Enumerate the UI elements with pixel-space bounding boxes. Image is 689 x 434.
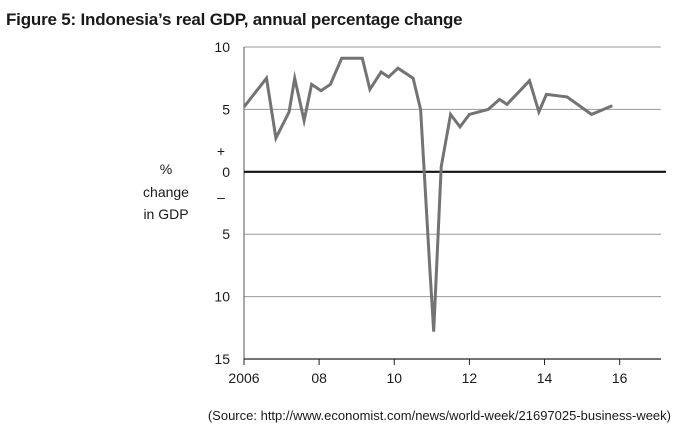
data-point-11 (369, 88, 371, 90)
data-point-23 (487, 108, 489, 110)
gdp-series-line-0 (242, 56, 613, 332)
y-tick-label-5: 15 (214, 351, 230, 367)
data-point-12 (380, 71, 382, 73)
minus-sign: – (217, 189, 225, 205)
data-point-19 (440, 166, 442, 168)
data-point-2 (275, 137, 277, 139)
data-point-22 (468, 113, 470, 115)
data-point-28 (545, 93, 547, 95)
data-point-16 (420, 108, 422, 110)
data-point-14 (397, 67, 399, 69)
grid-layer (244, 46, 661, 360)
data-point-9 (341, 57, 343, 59)
x-tick-label-0: 2006 (228, 370, 259, 386)
y-axis-label-line-2: change (143, 184, 189, 200)
data-point-24 (499, 98, 500, 100)
data-point-3 (288, 111, 290, 113)
data-point-21 (459, 126, 461, 128)
label-layer: 2006 08 10 12 14 16 10 5 0 5 10 15 + – (214, 39, 627, 386)
y-tick-label-4: 10 (214, 289, 230, 305)
y-axis-label-line-3: in GDP (143, 206, 189, 222)
data-point-29 (566, 96, 568, 98)
data-point-15 (412, 77, 414, 79)
y-tick-label-3: 5 (222, 226, 230, 242)
data-point-26 (529, 80, 530, 82)
x-tick-label-2: 10 (386, 370, 402, 386)
plus-sign: + (217, 143, 225, 159)
data-point-6 (311, 83, 313, 85)
line-layer (242, 56, 613, 332)
x-tick-label-1: 08 (311, 370, 327, 386)
data-point-4 (294, 77, 296, 79)
data-point-8 (329, 83, 331, 85)
data-point-30 (591, 113, 592, 115)
axis-layer (243, 47, 666, 365)
y-tick-label-0: 10 (214, 39, 230, 55)
data-point-10 (361, 57, 363, 59)
chart-source: (Source: http://www.economist.com/news/w… (207, 408, 671, 423)
data-point-13 (388, 76, 390, 78)
data-point-7 (320, 90, 322, 92)
y-tick-label-1: 5 (222, 101, 230, 117)
data-point-1 (266, 77, 267, 79)
data-point-18 (433, 331, 435, 332)
x-tick-label-5: 16 (612, 370, 628, 386)
chart-title: Figure 5: Indonesia’s real GDP, annual p… (6, 10, 463, 29)
data-point-20 (450, 113, 452, 115)
data-point-0 (243, 106, 245, 108)
data-point-17 (429, 271, 431, 273)
y-tick-label-2: 0 (222, 164, 230, 180)
data-point-27 (538, 111, 540, 113)
data-point-25 (506, 103, 508, 105)
data-point-31 (611, 105, 613, 107)
y-axis-label-line-1: % (159, 161, 173, 177)
x-tick-label-3: 12 (462, 370, 478, 386)
data-point-5 (303, 120, 305, 122)
x-tick-label-4: 14 (537, 370, 553, 386)
